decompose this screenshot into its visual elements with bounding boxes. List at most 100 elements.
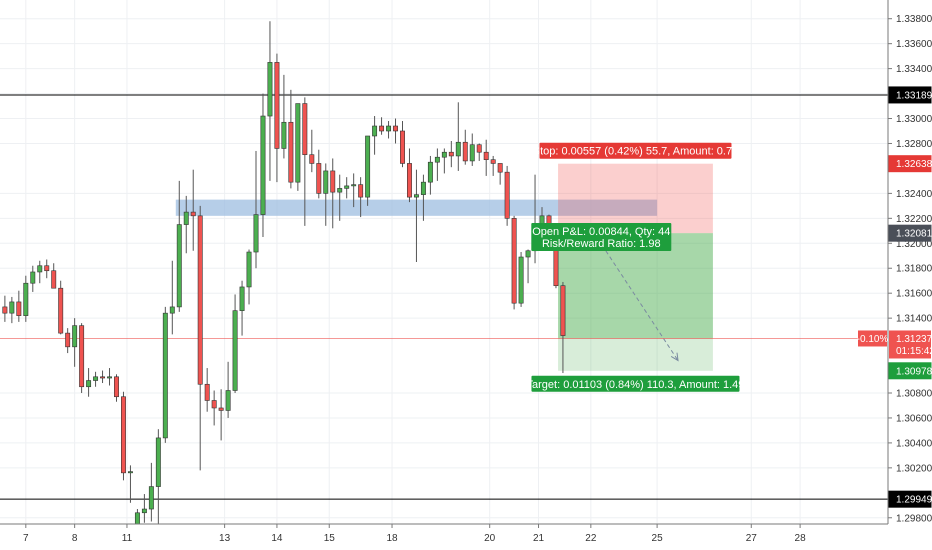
pnl-line1: Open P&L: 0.00844, Qty: 44 <box>532 226 670 238</box>
target-zone[interactable] <box>558 233 713 371</box>
x-tick-label: 20 <box>484 533 496 544</box>
hline-price-badge-text: 1.29949 <box>896 495 932 506</box>
candle-body <box>407 163 412 198</box>
candle-body <box>267 62 273 117</box>
x-tick-label: 21 <box>533 533 545 544</box>
stop-price-badge: 1.32638 <box>888 155 932 173</box>
x-tick-label: 14 <box>271 533 283 544</box>
stop-label-text: Stop: 0.00557 (0.42%) 55.7, Amount: 0.75 <box>533 146 738 158</box>
candle-body <box>420 181 426 195</box>
target-price-badge-bg <box>888 362 932 380</box>
candle-body <box>211 400 217 409</box>
candle-body <box>16 301 22 316</box>
x-tick-label: 27 <box>746 533 758 544</box>
x-tick-label: 18 <box>386 533 398 544</box>
candle-body <box>434 156 440 163</box>
horizontal-lines[interactable] <box>0 94 888 500</box>
candle-body <box>218 407 224 411</box>
y-tick-label: 1.32800 <box>896 139 932 150</box>
candle-body <box>413 194 419 198</box>
y-tick-label: 1.29800 <box>896 513 932 524</box>
candle-body <box>518 256 524 304</box>
stop-price-badge-bg <box>888 155 932 173</box>
candle-body <box>358 184 364 198</box>
candle-body <box>30 271 36 284</box>
y-tick-label: 1.31400 <box>896 314 932 325</box>
y-tick-label: 1.33400 <box>896 64 932 75</box>
change-badge: -0.10% <box>857 330 888 347</box>
candle-body <box>288 121 294 183</box>
candles <box>2 21 566 528</box>
candle-body <box>393 125 398 132</box>
candle-body <box>86 380 92 388</box>
y-tick-label: 1.31800 <box>896 264 932 275</box>
candle-body <box>65 332 71 348</box>
candle-body <box>351 184 357 187</box>
candle-body <box>379 125 385 132</box>
candle-body <box>162 312 168 439</box>
candle-body <box>9 301 15 314</box>
stop-price-badge-text: 1.32638 <box>896 159 932 170</box>
candle-body <box>225 390 231 411</box>
candle-body <box>148 486 154 510</box>
candle-body <box>37 265 43 273</box>
stop-zone[interactable] <box>558 163 713 234</box>
candle-body <box>497 163 503 173</box>
entry-price-badge-text: 1.32081 <box>896 229 932 240</box>
candle-body <box>302 103 308 156</box>
entry-price-badge: 1.32081 <box>888 224 932 242</box>
candle-body <box>455 141 461 157</box>
candle-body <box>197 215 203 385</box>
candle-body <box>114 376 119 398</box>
candle-body <box>107 376 112 379</box>
x-tick-label: 8 <box>72 533 78 544</box>
countdown-text: 01:15:42 <box>896 346 932 357</box>
candle-body <box>72 325 78 348</box>
candle-body <box>51 270 57 289</box>
candle-body <box>330 170 336 193</box>
pnl-bg <box>531 223 672 252</box>
y-tick-label: 1.33600 <box>896 39 932 50</box>
candle-body <box>560 285 566 336</box>
candle-body <box>476 144 482 153</box>
x-tick-label: 7 <box>23 533 29 544</box>
short-position-tool[interactable] <box>558 163 713 371</box>
candle-body <box>295 103 301 183</box>
candle-body <box>386 125 392 132</box>
candle-body <box>448 151 454 157</box>
x-tick-label: 15 <box>324 533 336 544</box>
stop-label-bg <box>539 142 732 159</box>
candle-body <box>469 144 475 162</box>
pnl-line2: Risk/Reward Ratio: 1.98 <box>542 238 661 250</box>
target-price-badge-text: 1.30978 <box>896 366 932 377</box>
candle-body <box>253 214 259 253</box>
candle-body <box>141 508 147 514</box>
y-tick-label: 1.30400 <box>896 438 932 449</box>
candle-body <box>2 306 8 314</box>
candle-body <box>190 211 196 217</box>
candle-body <box>183 211 189 225</box>
y-tick-label: 1.32200 <box>896 214 932 225</box>
hline-price-badge-bg <box>888 86 932 104</box>
hline-price-badge: 1.33189 <box>888 86 932 104</box>
y-tick-label: 1.33000 <box>896 114 932 125</box>
y-tick-label: 1.30200 <box>896 463 932 474</box>
candle-body <box>93 376 99 381</box>
grid <box>0 0 888 524</box>
x-axis-panel <box>0 524 932 550</box>
candle-body <box>511 218 517 304</box>
x-tick-label: 28 <box>795 533 807 544</box>
candle-body <box>176 224 182 308</box>
candle-body <box>127 471 133 474</box>
y-tick-label: 1.30600 <box>896 413 932 424</box>
candle-body <box>337 188 343 193</box>
candle-body <box>309 154 315 164</box>
candle-body <box>504 171 510 219</box>
candle-body <box>246 251 252 288</box>
candle-body <box>274 62 280 149</box>
candle-body <box>58 287 64 334</box>
